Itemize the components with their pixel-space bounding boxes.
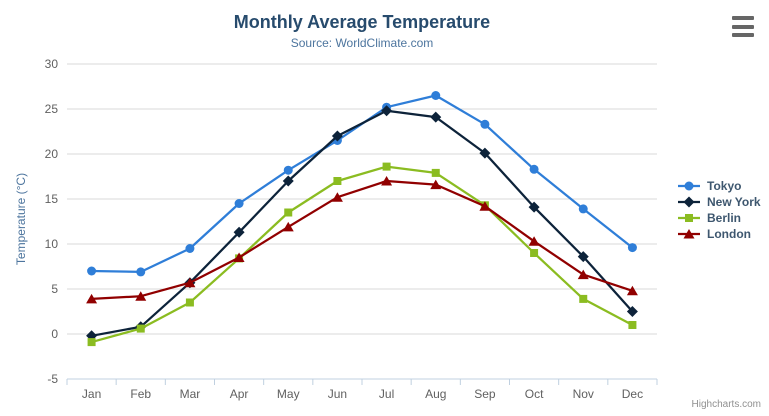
y-tick-label: 15 — [45, 192, 59, 206]
data-point-marker[interactable] — [185, 298, 194, 307]
chart-title: Monthly Average Temperature — [233, 12, 491, 32]
data-point-marker[interactable] — [283, 165, 293, 175]
data-point-marker[interactable] — [577, 251, 589, 263]
data-point-marker[interactable] — [528, 236, 540, 246]
series-line — [91, 109, 634, 337]
data-point-marker[interactable] — [480, 119, 490, 129]
data-point-marker[interactable] — [87, 266, 97, 276]
legend-marker — [683, 196, 695, 208]
data-point-marker[interactable] — [479, 147, 491, 159]
data-point-marker[interactable] — [333, 177, 342, 185]
y-tick-label: 10 — [45, 237, 59, 251]
data-point-marker[interactable] — [233, 226, 245, 238]
data-point-marker[interactable] — [284, 208, 293, 217]
data-point-marker[interactable] — [626, 285, 638, 296]
data-point-marker[interactable] — [626, 306, 638, 317]
data-point-marker[interactable] — [530, 249, 539, 257]
x-tick-label: Aug — [425, 387, 446, 401]
data-point-marker[interactable] — [430, 111, 442, 123]
series-new-york[interactable] — [86, 105, 638, 342]
series-line — [91, 165, 633, 344]
legend-marker — [683, 229, 695, 239]
data-point-marker[interactable] — [431, 168, 440, 177]
data-point-marker[interactable] — [529, 164, 539, 174]
legend-item-london[interactable]: London — [676, 226, 761, 242]
y-tick-label: -5 — [47, 372, 58, 386]
data-point-marker[interactable] — [577, 269, 589, 280]
legend-item-new-york[interactable]: New York — [676, 194, 761, 210]
x-tick-label: Sep — [474, 387, 496, 401]
y-tick-label: 5 — [51, 282, 58, 296]
data-point-marker[interactable] — [578, 204, 588, 214]
legend-label: London — [707, 227, 751, 241]
y-tick-label: 30 — [45, 57, 59, 71]
chart-subtitle: Source: WorldClimate.com — [290, 36, 434, 50]
legend-marker — [685, 214, 693, 222]
x-tick-label: Dec — [622, 387, 643, 401]
legend-marker-icon — [678, 196, 700, 208]
data-point-marker[interactable] — [282, 175, 294, 187]
data-point-marker[interactable] — [528, 201, 540, 213]
data-point-marker[interactable] — [331, 192, 343, 202]
data-point-marker[interactable] — [136, 267, 146, 277]
series-line — [91, 94, 634, 274]
legend-marker-icon — [678, 181, 700, 191]
data-point-marker[interactable] — [87, 338, 96, 347]
x-tick-label: Jun — [328, 387, 347, 401]
x-tick-label: Jul — [379, 387, 394, 401]
data-point-marker[interactable] — [381, 105, 393, 117]
data-point-marker[interactable] — [479, 201, 491, 211]
data-point-marker[interactable] — [185, 244, 195, 253]
y-tick-label: 25 — [45, 102, 59, 116]
data-point-marker[interactable] — [282, 221, 294, 232]
credits-link[interactable]: Highcharts.com — [691, 399, 761, 410]
data-point-marker[interactable] — [233, 252, 245, 263]
y-tick-label: 0 — [51, 327, 58, 341]
data-point-marker[interactable] — [234, 199, 244, 208]
legend: Tokyo New York Berlin London — [676, 178, 761, 242]
data-point-marker[interactable] — [136, 324, 145, 333]
x-tick-label: Apr — [230, 387, 249, 401]
x-tick-label: Mar — [180, 387, 201, 401]
data-point-marker[interactable] — [628, 321, 637, 329]
legend-label: New York — [707, 195, 761, 209]
data-point-marker[interactable] — [184, 277, 196, 288]
x-tick-label: Oct — [525, 387, 544, 401]
x-tick-label: Feb — [130, 387, 151, 401]
export-menu-button[interactable] — [732, 16, 756, 37]
legend-item-berlin[interactable]: Berlin — [676, 210, 761, 226]
legend-label: Berlin — [707, 211, 742, 225]
data-point-marker[interactable] — [331, 130, 343, 142]
data-point-marker[interactable] — [381, 176, 393, 186]
data-point-marker[interactable] — [579, 294, 588, 303]
data-point-marker[interactable] — [135, 291, 147, 301]
x-tick-label: Nov — [573, 387, 594, 401]
legend-item-tokyo[interactable]: Tokyo — [676, 178, 761, 194]
data-point-marker[interactable] — [431, 91, 441, 100]
data-point-marker[interactable] — [382, 162, 391, 171]
x-tick-label: Jan — [82, 387, 101, 401]
legend-marker-icon — [678, 214, 700, 222]
y-tick-label: 20 — [45, 147, 59, 161]
legend-label: Tokyo — [707, 179, 742, 193]
hamburger-icon — [732, 16, 754, 20]
data-point-marker[interactable] — [627, 243, 637, 253]
data-point-marker[interactable] — [430, 179, 442, 190]
x-tick-label: May — [277, 387, 300, 401]
series-line — [91, 179, 633, 301]
series-london[interactable] — [86, 176, 638, 304]
series-tokyo[interactable] — [87, 91, 637, 277]
legend-marker-icon — [678, 229, 700, 239]
legend-marker — [684, 181, 694, 191]
data-point-marker[interactable] — [86, 293, 98, 304]
